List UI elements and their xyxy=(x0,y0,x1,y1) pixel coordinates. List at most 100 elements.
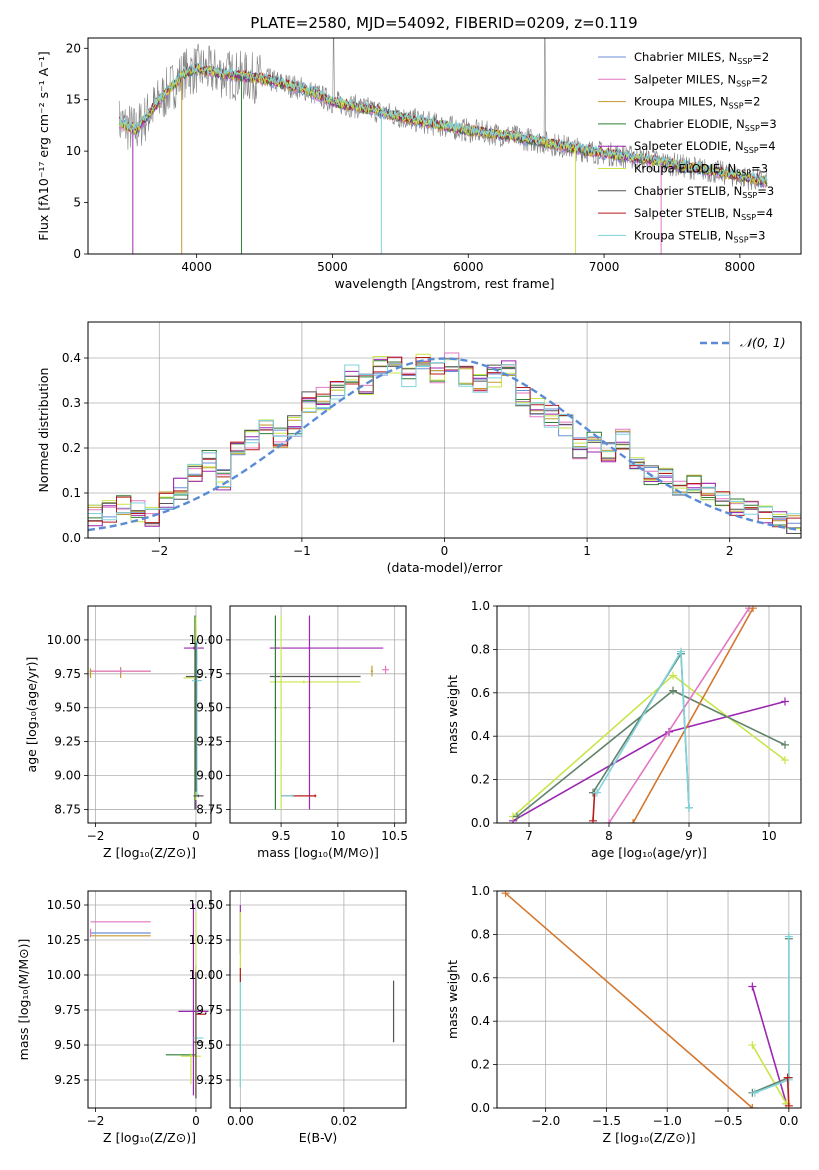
grid xyxy=(230,606,406,823)
x-tick-label: 1 xyxy=(583,544,591,558)
weight-point xyxy=(784,932,793,941)
y-tick-label: 0.8 xyxy=(471,642,490,656)
y-tick-label: 0.6 xyxy=(471,686,490,700)
spectrum-panel: 4000 5000 6000 7000 8000 0 5 10 15 20 wavelength [… xyxy=(36,37,802,291)
legend-subscript: SSP xyxy=(736,79,751,88)
weight-point xyxy=(501,891,510,898)
ticks: 7 8 9 10 0.0 0.2 0.4 0.6 0.8 1.0 xyxy=(471,599,777,843)
plot-area xyxy=(89,615,204,810)
massweight-vs-metallicity-panel: −2.0 −1.5 −1.0 −0.5 0.0 0.0 0.2 0.4 0.6 0.8 1.0 Z [… xyxy=(445,884,802,1145)
weight-point xyxy=(781,697,789,706)
age-vs-mass-panel: 9.5 10 10.5 8.75 9.00 9.25 9.50 9.75 10.00 mass [… xyxy=(189,605,408,860)
legend-nssp: =2 xyxy=(752,50,769,64)
y-tick-label: 0.0 xyxy=(471,816,490,830)
ticks: −2 −1 0 1 2 0.0 0.1 0.2 0.3 0.4 xyxy=(62,351,734,558)
legend-subscript: SSP xyxy=(737,57,752,66)
x-tick-label: 0.0 xyxy=(779,1114,798,1128)
x-tick-label: −2 xyxy=(150,544,168,558)
y-tick-label: 0.3 xyxy=(62,396,81,410)
weight-point xyxy=(784,1101,793,1108)
legend-nssp: =2 xyxy=(744,95,761,109)
legend-subscript: SSP xyxy=(734,235,749,244)
y-tick-label: 9.75 xyxy=(54,1003,81,1017)
mass-vs-metallicity-panel: −2 0 9.25 9.50 9.75 10.00 10.25 10.50 Z [log₁₀(Z… xyxy=(16,890,212,1145)
axes-frame xyxy=(87,321,802,539)
x-axis-label: age [log₁₀(age/yr)] xyxy=(591,845,707,860)
y-tick-label: 0.4 xyxy=(471,729,490,743)
weight-series-line xyxy=(608,607,750,823)
y-tick-label: 9.75 xyxy=(196,667,223,681)
weight-point xyxy=(748,982,757,991)
y-tick-label: 10.00 xyxy=(189,968,223,982)
y-tick-label: 9.25 xyxy=(196,1073,223,1087)
axes-frame xyxy=(496,890,802,1109)
y-tick-label: 10.00 xyxy=(47,633,81,647)
x-axis-label: Z [log₁₀(Z/Z⊙)] xyxy=(603,1130,696,1145)
legend-entry: Salpeter STELIB, NSSP=4 xyxy=(634,206,773,222)
x-tick-label: 0 xyxy=(192,829,200,843)
legend-nssp: =4 xyxy=(759,139,776,153)
legend-subscript: SSP xyxy=(744,146,759,155)
x-axis-label: E(B-V) xyxy=(299,1130,338,1145)
weight-point xyxy=(748,1104,757,1108)
plot-area xyxy=(118,38,768,254)
x-tick-label: 4000 xyxy=(181,260,212,274)
legend-entry: Chabrier STELIB, NSSP=3 xyxy=(634,184,774,200)
y-tick-label: 9.75 xyxy=(196,1003,223,1017)
x-axis-label: wavelength [Angstrom, rest frame] xyxy=(334,276,554,291)
x-tick-label: −2.0 xyxy=(531,1114,560,1128)
ticks: −2.0 −1.5 −1.0 −0.5 0.0 0.0 0.2 0.4 0.6 0.8 1.0 xyxy=(471,884,798,1128)
y-tick-label: 0.4 xyxy=(471,1014,490,1028)
weight-series-line xyxy=(786,1077,790,1106)
y-tick-label: 15 xyxy=(66,93,81,107)
axes-frame xyxy=(229,890,407,1109)
ticks: −2 0 8.75 9.00 9.25 9.50 9.75 10.00 xyxy=(47,633,200,843)
weight-series-line xyxy=(504,892,753,1108)
weight-point xyxy=(783,1073,792,1082)
legend-nssp: =2 xyxy=(751,72,768,86)
x-tick-label: 10 xyxy=(330,829,345,843)
y-axis-label: mass weight xyxy=(445,675,460,754)
legend-entry: Kroupa MILES, NSSP=2 xyxy=(634,95,760,111)
x-tick-label: −1 xyxy=(293,544,311,558)
y-tick-label: 10.50 xyxy=(189,898,223,912)
legend-entry: 𝒩(0, 1) xyxy=(740,335,786,350)
y-tick-label: 1.0 xyxy=(471,884,490,898)
age-vs-metallicity-panel: −2 0 8.75 9.00 9.25 9.50 9.75 10.00 Z [log₁₀(Z/Z… xyxy=(24,605,212,860)
weight-point xyxy=(750,1088,759,1097)
y-tick-label: 9.50 xyxy=(54,1038,81,1052)
ticks: −2 0 9.25 9.50 9.75 10.00 10.25 10.50 xyxy=(47,898,200,1128)
plot-area xyxy=(269,615,389,810)
y-tick-label: 10 xyxy=(66,144,81,158)
x-tick-label: −2 xyxy=(87,1114,105,1128)
legend-entry: Salpeter ELODIE, NSSP=4 xyxy=(634,139,776,155)
weight-point xyxy=(685,803,693,812)
axes-frame xyxy=(496,605,802,824)
y-tick-label: 0.2 xyxy=(62,441,81,455)
y-tick-label: 10.25 xyxy=(47,933,81,947)
y-tick-label: 9.50 xyxy=(54,701,81,715)
x-tick-label: 10 xyxy=(761,829,776,843)
y-axis-label: mass [log₁₀(M/M⊙)] xyxy=(16,939,31,1061)
y-tick-label: 10.00 xyxy=(47,968,81,982)
y-tick-label: 0 xyxy=(73,247,81,261)
x-tick-label: 6000 xyxy=(453,260,484,274)
axes-frame xyxy=(87,890,212,1109)
axes-frame xyxy=(87,37,802,255)
y-tick-label: 9.00 xyxy=(54,769,81,783)
y-tick-label: 0.0 xyxy=(62,531,81,545)
y-axis-label: Flux [fλ10⁻¹⁷ erg cm⁻² s⁻¹ A⁻¹] xyxy=(36,51,51,240)
x-tick-label: 0 xyxy=(192,1114,200,1128)
weight-point xyxy=(593,788,601,797)
weight-point xyxy=(781,756,789,765)
weight-series-line xyxy=(752,938,790,1094)
legend-entry: Kroupa STELIB, NSSP=3 xyxy=(634,228,765,244)
y-tick-label: 0.0 xyxy=(471,1101,490,1115)
legend-entry: Kroupa ELODIE, NSSP=3 xyxy=(634,162,768,178)
weight-point xyxy=(749,606,757,613)
x-tick-label: 8000 xyxy=(725,260,756,274)
legend-entry: Salpeter MILES, NSSP=2 xyxy=(634,72,768,88)
x-axis-label: Z [log₁₀(Z/Z⊙)] xyxy=(103,1130,196,1145)
legend-nssp: =4 xyxy=(756,206,773,220)
